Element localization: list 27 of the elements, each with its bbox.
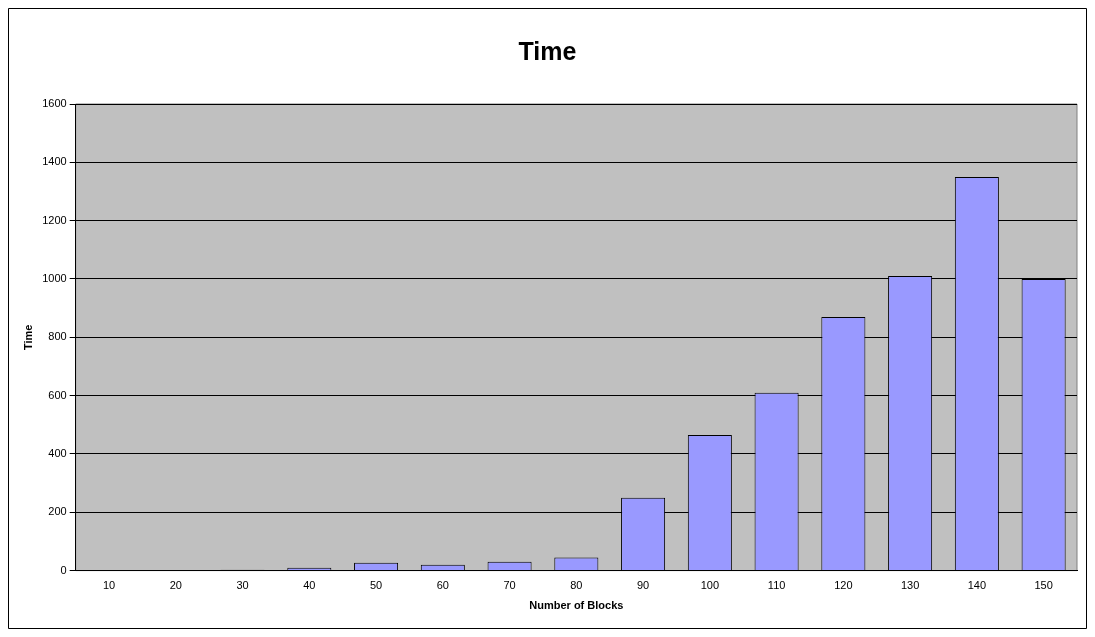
y-tick-label: 1000	[42, 272, 67, 285]
y-axis-title: Time	[21, 324, 34, 351]
x-tick-label: 130	[900, 579, 920, 592]
y-tick-label: 1400	[42, 155, 67, 168]
x-tick-label: 50	[369, 579, 383, 592]
x-tick-label: 40	[303, 579, 316, 592]
x-tick-label: 60	[436, 579, 449, 592]
y-tick-label: 1200	[42, 213, 67, 226]
x-axis-title: Number of Blocks	[529, 599, 624, 612]
y-tick-label: 400	[48, 446, 67, 459]
y-tick-label: 800	[48, 330, 67, 343]
x-tick-label: 120	[834, 579, 853, 592]
y-tick-label: 0	[60, 563, 67, 576]
x-tick-label: 140	[967, 579, 987, 592]
x-tick-label: 10	[102, 579, 116, 592]
x-tick-label: 90	[636, 579, 650, 592]
chart-title: Time	[518, 36, 577, 65]
x-tick-label: 70	[503, 579, 516, 592]
x-tick-label: 80	[570, 579, 583, 592]
y-tick-label: 1600	[42, 97, 67, 110]
y-tick-label: 600	[48, 388, 67, 401]
x-tick-label: 100	[700, 579, 720, 592]
x-tick-label: 30	[236, 579, 249, 592]
x-tick-label: 150	[1034, 579, 1053, 592]
x-tick-label: 20	[169, 579, 182, 592]
x-tick-label: 110	[767, 579, 786, 592]
y-tick-label: 200	[48, 505, 67, 518]
